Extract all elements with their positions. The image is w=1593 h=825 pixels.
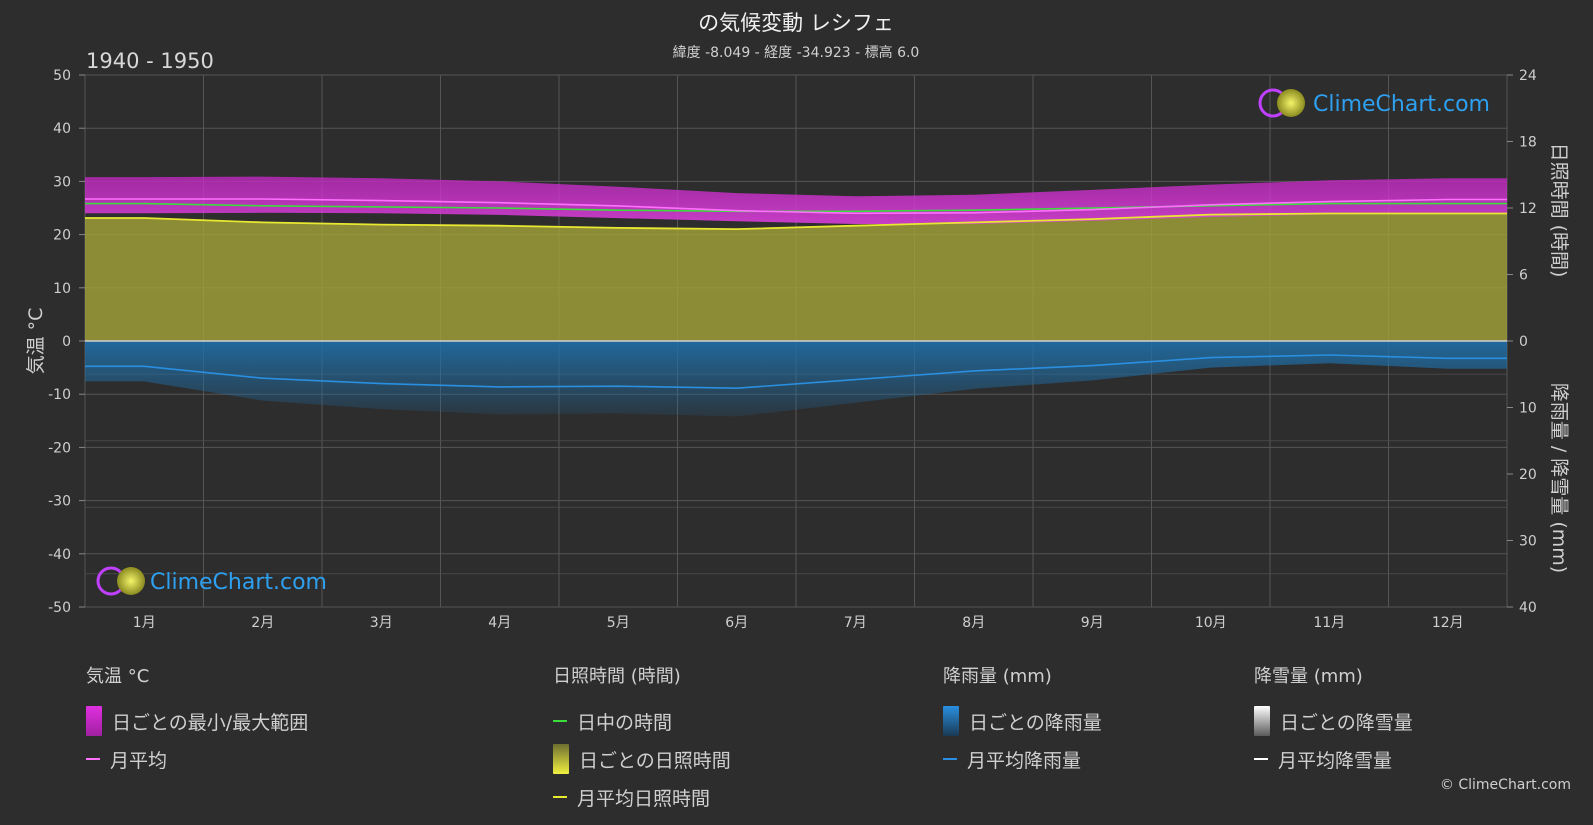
legend-snow: 降雪量 (mm) 日ごとの降雪量 月平均降雪量 [1254,662,1413,778]
right-top-tick-label: 12 [1519,201,1537,217]
legend-snow-daily-label: 日ごとの降雪量 [1280,711,1413,734]
sunshine-area [85,213,1507,341]
right-bottom-tick-label: 10 [1519,401,1537,417]
rain-mean-line [85,354,1507,390]
legend-temp-range: 日ごとの最小/最大範囲 [86,702,308,740]
legend-sun-daylight-label: 日中の時間 [577,711,673,734]
right-bottom-axis-label: 降雨量 / 降雪量 (mm) [1548,383,1570,573]
left-tick-label: 0 [62,334,71,350]
right-bottom-tick-label: 20 [1519,467,1537,483]
rain-mean-swatch [943,758,957,760]
left-tick-label: 20 [53,228,71,244]
legend-rain-header: 降雨量 (mm) [943,666,1052,687]
watermark-top-text: ClimeChart.com [1313,92,1490,117]
temp-mean-line [85,198,1507,215]
right-top-tick-label: 18 [1519,135,1537,151]
temp-range-swatch [86,706,102,736]
climate-chart: の気候変動 レシフェ 緯度 -8.049 - 経度 -34.923 - 標高 6… [25,11,1570,631]
watermark-top: ClimeChart.com [1258,88,1490,118]
watermark-bottom-text: ClimeChart.com [150,570,327,595]
copyright: © ClimeChart.com [1439,777,1571,793]
legend-rain-mean: 月平均降雨量 [943,740,1102,778]
x-tick-label: 5月 [607,615,630,631]
sunshine-swatch [553,744,569,774]
x-tick-label: 9月 [1081,615,1104,631]
daylight-swatch [553,720,567,722]
left-tick-label: -20 [48,440,71,456]
left-tick-label: 30 [53,174,71,190]
legend-rain-mean-label: 月平均降雨量 [967,749,1082,772]
legend-sun-daily: 日ごとの日照時間 [553,740,731,778]
legend-rain-daily-label: 日ごとの降雨量 [969,711,1102,734]
legend-temp: 気温 °C 日ごとの最小/最大範囲 月平均 [86,662,308,778]
snow-swatch [1254,706,1270,736]
left-tick-label: -10 [48,387,71,403]
legend-rain: 降雨量 (mm) 日ごとの降雨量 月平均降雨量 [943,662,1102,778]
legend-sun: 日照時間 (時間) 日中の時間 日ごとの日照時間 月平均日照時間 [553,662,731,816]
x-tick-label: 2月 [251,615,274,631]
legend-snow-mean-label: 月平均降雪量 [1278,749,1393,772]
x-tick-label: 10月 [1195,615,1227,631]
legend-snow-daily: 日ごとの降雪量 [1254,702,1413,740]
left-tick-label: -40 [48,547,71,563]
chart-title: の気候変動 レシフェ [698,11,894,35]
legend-temp-mean: 月平均 [86,740,308,778]
legend-temp-header: 気温 °C [86,666,150,687]
period-label: 1940 - 1950 [86,49,214,73]
legend-sun-header: 日照時間 (時間) [553,666,681,687]
x-tick-label: 6月 [725,615,748,631]
right-top-tick-label: 6 [1519,268,1528,284]
legend-sun-mean: 月平均日照時間 [553,778,731,816]
temp-mean-swatch [86,758,100,760]
temp-range-band [85,176,1507,224]
x-tick-label: 1月 [133,615,156,631]
legend-temp-range-label: 日ごとの最小/最大範囲 [112,711,309,734]
left-tick-label: -50 [48,600,71,616]
left-axis-label: 気温 °C [25,308,47,375]
legend-sun-daily-label: 日ごとの日照時間 [579,749,731,772]
legend-sun-daylight: 日中の時間 [553,702,731,740]
x-tick-label: 8月 [962,615,985,631]
right-top-tick-label: 24 [1519,68,1537,84]
right-bottom-tick-label: 30 [1519,534,1537,550]
left-tick-label: 40 [53,121,71,137]
x-tick-label: 3月 [370,615,393,631]
legend-snow-header: 降雪量 (mm) [1254,666,1363,687]
legend-sun-mean-label: 月平均日照時間 [577,787,711,810]
watermark-bottom: ClimeChart.com [96,566,327,596]
x-tick-label: 12月 [1432,615,1464,631]
right-top-tick-label: 0 [1519,334,1528,350]
left-tick-label: 50 [53,68,71,84]
sunshine-mean-swatch [553,796,567,798]
left-tick-label: -30 [48,494,71,510]
left-tick-label: 10 [53,281,71,297]
x-tick-label: 4月 [488,615,511,631]
right-top-axis-label: 日照時間 (時間) [1548,143,1570,278]
legend-temp-mean-label: 月平均 [110,749,168,772]
sunshine-mean-line [85,212,1507,231]
right-bottom-tick-label: 40 [1519,600,1537,616]
chart-subtitle: 緯度 -8.049 - 経度 -34.923 - 標高 6.0 [673,44,920,61]
rain-area [85,341,1507,417]
rain-swatch [943,706,959,736]
legend-snow-mean: 月平均降雪量 [1254,740,1413,778]
snow-mean-swatch [1254,758,1268,760]
x-tick-label: 11月 [1313,615,1345,631]
legend-rain-daily: 日ごとの降雨量 [943,702,1102,740]
x-tick-label: 7月 [844,615,867,631]
